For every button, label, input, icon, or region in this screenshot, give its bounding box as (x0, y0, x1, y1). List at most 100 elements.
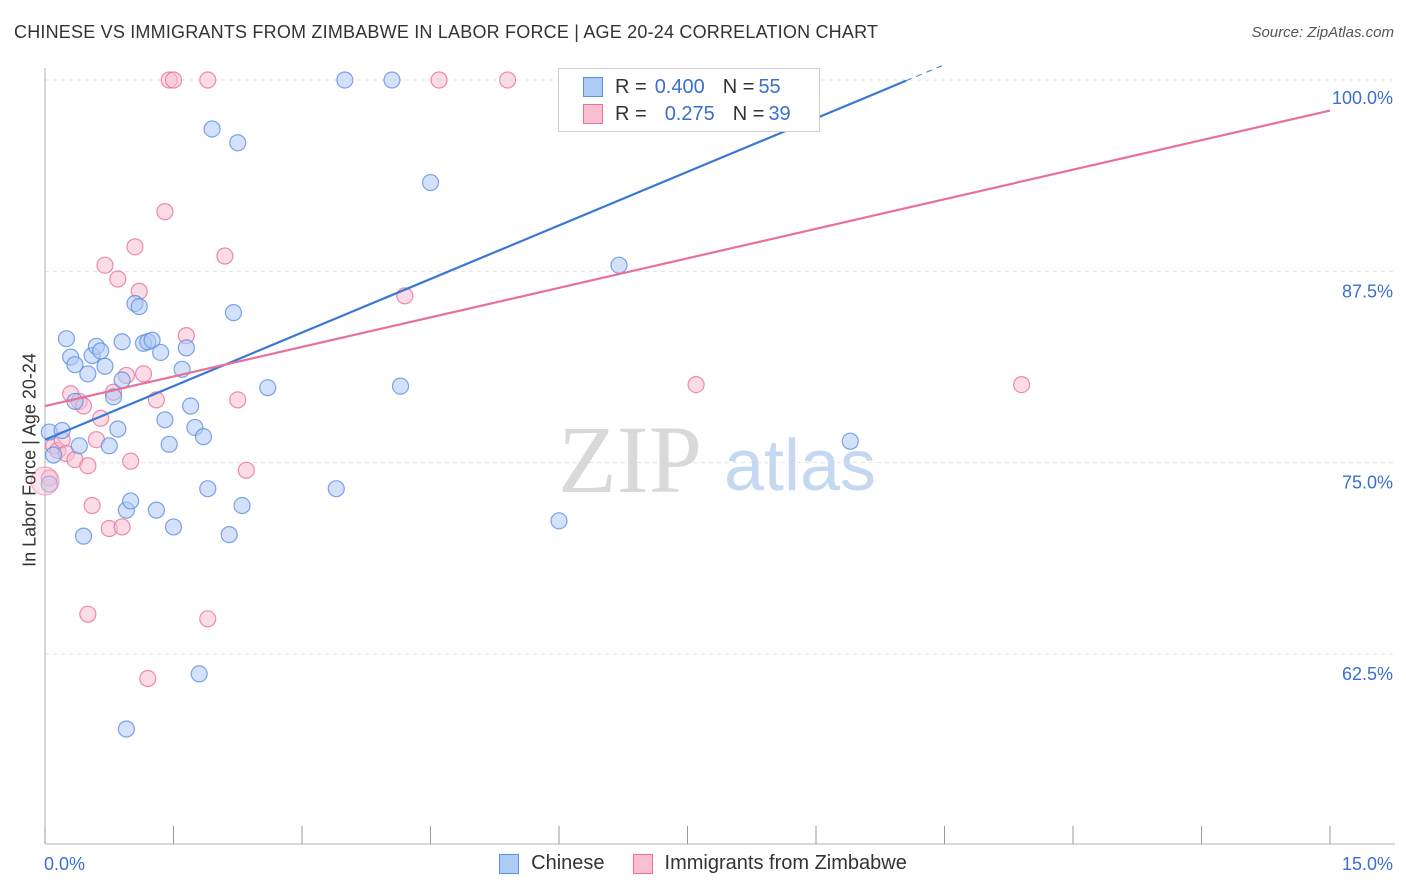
chinese-point (113, 371, 131, 389)
chinese-point (259, 379, 277, 397)
chinese-point (383, 71, 401, 89)
zimbabwe-trend-line (44, 109, 1331, 408)
chinese-point (224, 304, 243, 322)
series-swatch-chinese (499, 853, 520, 874)
zimbabwe-point (687, 376, 705, 394)
y-axis-label: In Labor Force | Age 20-24 (19, 353, 40, 567)
points-layer (30, 71, 1031, 738)
legend-swatch-chinese (583, 77, 603, 97)
chinese-point (152, 343, 170, 362)
legend-r-value: 0.275 (664, 102, 715, 125)
chinese-point (190, 665, 208, 683)
chinese-point (92, 342, 110, 360)
x-tick-label: 15.0% (1342, 854, 1393, 874)
chinese-point (421, 173, 440, 192)
chinese-point (113, 333, 131, 351)
chinese-trend-line (44, 79, 907, 441)
zimbabwe-point (79, 457, 97, 475)
grid-layer (45, 79, 1395, 655)
legend-n-label: N = (722, 75, 755, 98)
chinese-point (182, 397, 200, 415)
zimbabwe-point (237, 461, 255, 479)
zimbabwe-point (164, 71, 183, 89)
chinese-point (109, 420, 127, 438)
series-legend-chinese[interactable]: Chinese (499, 852, 605, 875)
chinese-point (40, 475, 58, 493)
chinese-point (203, 120, 221, 138)
chinese-point (233, 496, 251, 515)
legend-row-zimbabwe: R = 0.275 N = 39 (583, 102, 791, 126)
zimbabwe-point (83, 496, 101, 515)
chinese-point (70, 437, 88, 455)
chinese-point (147, 501, 165, 519)
series-legend-zimbabwe[interactable]: Immigrants from Zimbabwe (632, 852, 907, 875)
chinese-point (143, 331, 161, 349)
y-tick-label: 100.0% (1332, 88, 1393, 108)
chinese-point (164, 518, 183, 536)
series-label-zimbabwe: Immigrants from Zimbabwe (664, 852, 907, 874)
legend-row-chinese: R = 0.400 N = 55 (583, 75, 781, 99)
legend-n-value: 39 (768, 102, 791, 125)
chinese-point (841, 432, 859, 450)
chinese-point (66, 356, 84, 374)
trend-layer (44, 64, 1331, 441)
chinese-point (79, 365, 97, 383)
chinese-point (100, 437, 118, 455)
chinese-point (44, 446, 63, 464)
chinese-point (130, 297, 148, 316)
x-tick-label: 0.0% (44, 854, 85, 874)
zimbabwe-point (109, 270, 127, 288)
zimbabwe-point (30, 466, 60, 496)
chinese-point (229, 134, 247, 152)
chinese-point (199, 480, 217, 498)
legend-r-value: 0.400 (654, 75, 705, 98)
correlation-legend: R = 0.400 N = 55 R = 0.275 N = 39 (558, 68, 820, 132)
zimbabwe-point (139, 669, 157, 688)
legend-n-value: 55 (758, 75, 781, 98)
zimbabwe-point (156, 203, 174, 221)
zimbabwe-point (199, 610, 217, 628)
chinese-point (57, 330, 76, 348)
y-tick-label: 62.5% (1342, 664, 1393, 684)
chinese-point (96, 357, 114, 375)
source-label: Source: ZipAtlas.com (1251, 24, 1394, 41)
chinese-point (117, 720, 135, 738)
y-tick-label: 87.5% (1342, 281, 1393, 301)
legend-n-label: N = (732, 102, 765, 125)
legend-r-label: R = (615, 75, 647, 98)
chinese-point (550, 512, 568, 530)
chinese-point (122, 492, 140, 510)
zimbabwe-point (229, 391, 247, 409)
label-layer: 62.5% 75.0% 87.5% 100.0% 0.0% 15.0% (44, 88, 1393, 874)
chinese-point (336, 71, 354, 89)
zimbabwe-point (430, 71, 448, 89)
series-label-chinese: Chinese (531, 852, 605, 874)
watermark-zip: ZIP (558, 406, 702, 513)
series-swatch-zimbabwe (632, 853, 653, 874)
zimbabwe-point (96, 256, 114, 274)
series-legend: Chinese Immigrants from Zimbabwe (0, 852, 1406, 875)
zimbabwe-point (126, 238, 144, 256)
chinese-point (610, 256, 628, 274)
chinese-point (160, 435, 178, 453)
zimbabwe-point (499, 71, 517, 89)
legend-r-label: R = (615, 102, 647, 125)
chinese-point (156, 411, 174, 429)
zimbabwe-point (199, 71, 217, 89)
chinese-trend-extension (905, 64, 945, 82)
legend-swatch-zimbabwe (583, 104, 603, 124)
chinese-point (327, 480, 345, 498)
zimbabwe-point (79, 605, 97, 623)
chinese-point (74, 527, 93, 545)
zimbabwe-point (122, 452, 140, 470)
chart-title: CHINESE VS IMMIGRANTS FROM ZIMBABWE IN L… (14, 22, 879, 42)
chinese-point (194, 428, 213, 446)
chinese-point (391, 377, 410, 395)
zimbabwe-point (216, 247, 234, 265)
zimbabwe-point (113, 518, 131, 536)
watermark: ZIP atlas (558, 406, 876, 513)
zimbabwe-point (134, 365, 153, 383)
zimbabwe-point (1012, 376, 1031, 394)
chinese-point (177, 339, 195, 357)
